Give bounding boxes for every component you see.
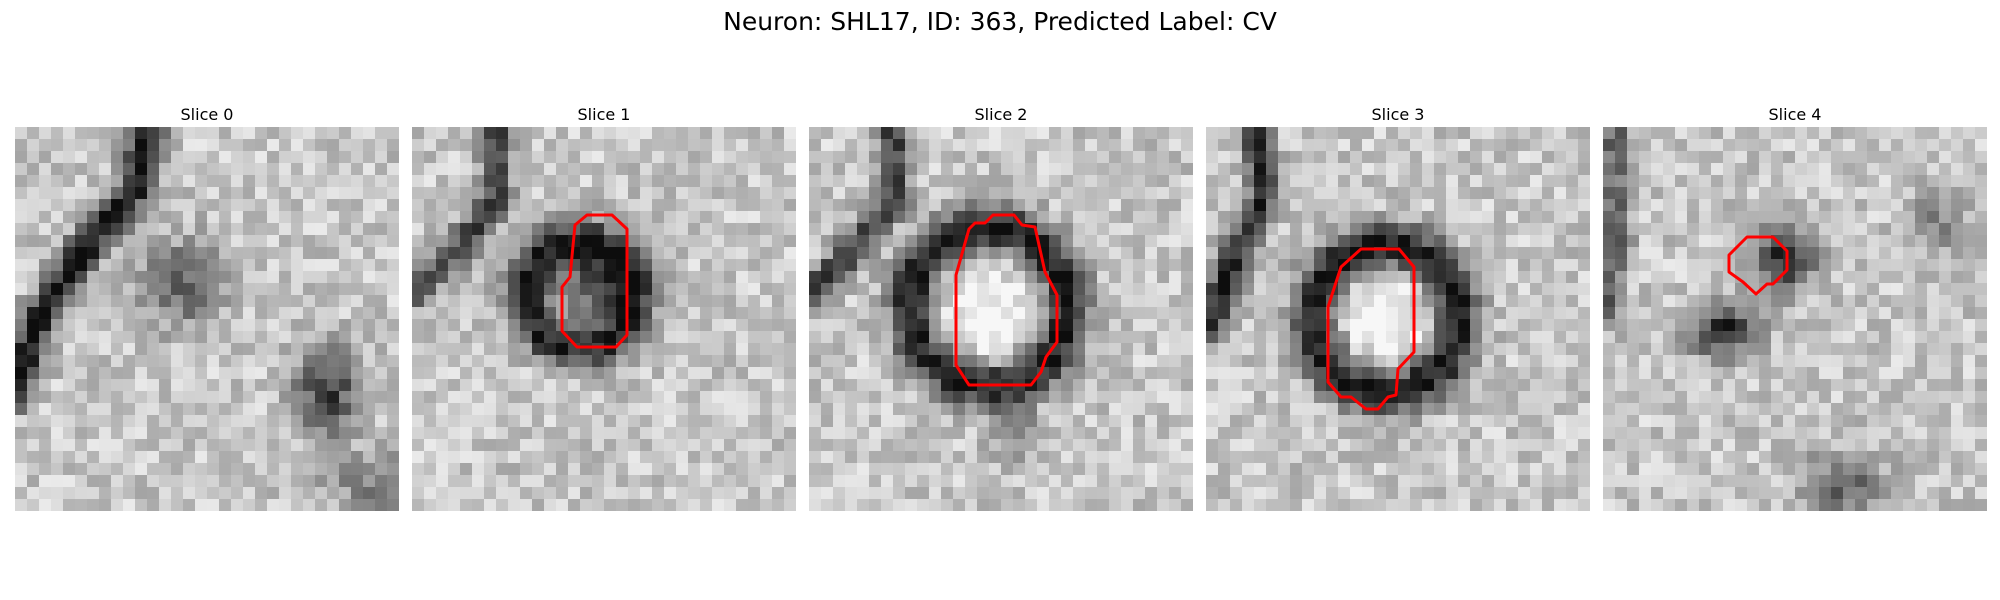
slice-panel-3: Slice 3 — [1206, 105, 1590, 511]
slice-image-0 — [15, 127, 399, 511]
segmentation-contour — [560, 213, 629, 349]
slice-image-4 — [1603, 127, 1987, 511]
slice-panel-0: Slice 0 — [15, 105, 399, 511]
segmentation-contour — [1727, 235, 1789, 296]
slice-title-4: Slice 4 — [1768, 105, 1822, 124]
figure-title: Neuron: SHL17, ID: 363, Predicted Label:… — [723, 7, 1277, 36]
segmentation-contour — [1326, 247, 1416, 411]
slice-title-0: Slice 0 — [180, 105, 234, 124]
slice-title-2: Slice 2 — [974, 105, 1028, 124]
slice-title-3: Slice 3 — [1371, 105, 1425, 124]
slice-image-2 — [809, 127, 1193, 511]
slice-panel-2: Slice 2 — [809, 105, 1193, 511]
slice-image-1 — [412, 127, 796, 511]
slice-panel-4: Slice 4 — [1603, 105, 1987, 511]
slice-image-3 — [1206, 127, 1590, 511]
slice-panel-1: Slice 1 — [412, 105, 796, 511]
segmentation-contour — [954, 213, 1059, 387]
slice-title-1: Slice 1 — [577, 105, 631, 124]
